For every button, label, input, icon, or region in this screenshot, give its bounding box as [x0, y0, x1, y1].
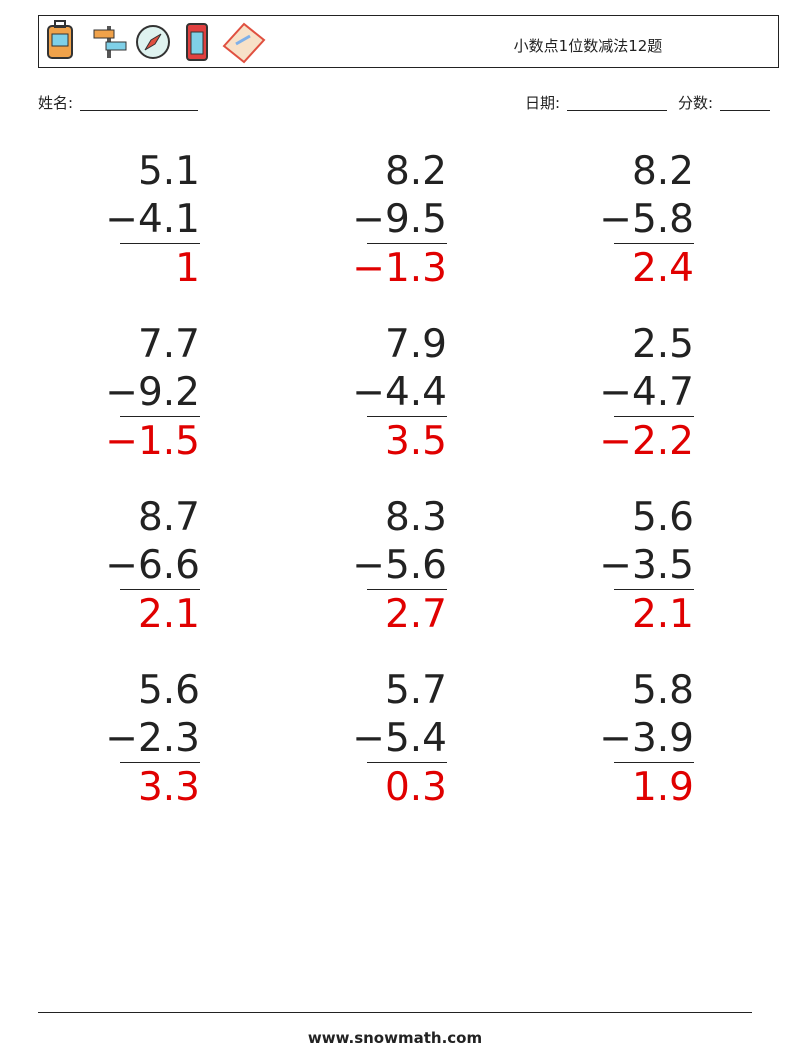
- footer-site: www.snowmath.com: [307, 1029, 483, 1047]
- subtrahend: −2.3: [105, 716, 200, 761]
- minuend: 5.1: [137, 149, 200, 194]
- answer: −1.3: [352, 246, 447, 291]
- minuend: 5.8: [631, 668, 694, 713]
- subtrahend: −9.2: [105, 370, 200, 415]
- answer-line: [120, 243, 200, 244]
- score-line: [720, 110, 770, 111]
- answer-line: [614, 243, 694, 244]
- subtrahend: −4.4: [352, 370, 447, 415]
- icon-signpost: [93, 26, 127, 58]
- minuend: 5.6: [631, 495, 694, 540]
- icon-compass: [136, 25, 170, 59]
- minuend: 7.9: [384, 322, 447, 367]
- icon-ticket: [222, 22, 266, 64]
- title: 小数点1位数减法12题: [513, 37, 663, 55]
- name-line: [80, 110, 198, 111]
- minuend: 5.7: [384, 668, 447, 713]
- minuend: 8.2: [631, 149, 694, 194]
- answer: 2.4: [631, 246, 694, 291]
- answer: 3.5: [384, 419, 447, 464]
- header-icons: [47, 20, 266, 64]
- date-line: [567, 110, 667, 111]
- answer: 1: [175, 246, 200, 291]
- icon-suitcase: [47, 20, 73, 59]
- answer: 2.1: [631, 592, 694, 637]
- subtrahend: −4.1: [105, 197, 200, 242]
- answer: 1.9: [631, 765, 694, 810]
- answer-line: [120, 416, 200, 417]
- subtrahend: −6.6: [105, 543, 200, 588]
- answer-line: [367, 762, 447, 763]
- subtrahend: −5.6: [352, 543, 447, 588]
- answer: 0.3: [384, 765, 447, 810]
- header-box: [38, 15, 779, 68]
- answer-line: [614, 762, 694, 763]
- answer: 2.1: [137, 592, 200, 637]
- minuend: 7.7: [137, 322, 200, 367]
- answer-line: [367, 416, 447, 417]
- footer-rule: [38, 1012, 752, 1013]
- icon-phonebox: [186, 23, 208, 61]
- answer-line: [120, 762, 200, 763]
- answer: −2.2: [599, 419, 694, 464]
- minuend: 2.5: [631, 322, 694, 367]
- name-label: 姓名:: [38, 94, 74, 112]
- minuend: 8.7: [137, 495, 200, 540]
- subtrahend: −5.4: [352, 716, 447, 761]
- answer-line: [120, 589, 200, 590]
- minuend: 5.6: [137, 668, 200, 713]
- subtrahend: −9.5: [352, 197, 447, 242]
- date-label: 日期:: [525, 94, 561, 112]
- answer-line: [614, 589, 694, 590]
- minuend: 8.2: [384, 149, 447, 194]
- answer-line: [367, 243, 447, 244]
- subtrahend: −4.7: [599, 370, 694, 415]
- score-label: 分数:: [678, 94, 714, 112]
- minuend: 8.3: [384, 495, 447, 540]
- subtrahend: −3.5: [599, 543, 694, 588]
- subtrahend: −3.9: [599, 716, 694, 761]
- answer-line: [367, 589, 447, 590]
- answer: −1.5: [105, 419, 200, 464]
- subtrahend: −5.8: [599, 197, 694, 242]
- answer: 3.3: [137, 765, 200, 810]
- answer: 2.7: [384, 592, 447, 637]
- answer-line: [614, 416, 694, 417]
